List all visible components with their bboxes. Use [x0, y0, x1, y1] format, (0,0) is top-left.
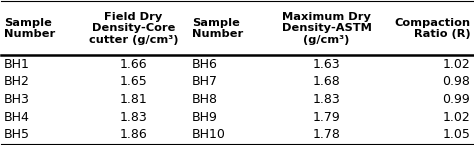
Text: BH9: BH9	[192, 111, 218, 124]
Text: BH6: BH6	[192, 58, 218, 71]
Text: BH1: BH1	[4, 58, 29, 71]
Text: 1.05: 1.05	[442, 128, 470, 141]
Text: 1.65: 1.65	[119, 75, 147, 88]
Text: Maximum Dry
Density-ASTM
(g/cm³): Maximum Dry Density-ASTM (g/cm³)	[282, 12, 372, 45]
Text: 1.63: 1.63	[313, 58, 340, 71]
Text: BH5: BH5	[4, 128, 30, 141]
Text: 1.86: 1.86	[119, 128, 147, 141]
Text: BH7: BH7	[192, 75, 218, 88]
Text: 1.81: 1.81	[119, 93, 147, 106]
Text: 1.66: 1.66	[119, 58, 147, 71]
Text: BH2: BH2	[4, 75, 29, 88]
Text: Sample
Number: Sample Number	[4, 18, 55, 39]
Text: Sample
Number: Sample Number	[192, 18, 244, 39]
Text: 1.02: 1.02	[443, 58, 470, 71]
Text: BH8: BH8	[192, 93, 218, 106]
Text: 1.83: 1.83	[313, 93, 340, 106]
Text: Compaction
Ratio (R): Compaction Ratio (R)	[394, 18, 470, 39]
Text: BH4: BH4	[4, 111, 29, 124]
Text: 1.79: 1.79	[313, 111, 340, 124]
Text: 0.99: 0.99	[443, 93, 470, 106]
Text: 0.98: 0.98	[442, 75, 470, 88]
Text: 1.02: 1.02	[443, 111, 470, 124]
Text: 1.83: 1.83	[119, 111, 147, 124]
Text: Field Dry
Density-Core
cutter (g/cm³): Field Dry Density-Core cutter (g/cm³)	[89, 12, 178, 45]
Text: BH3: BH3	[4, 93, 29, 106]
Text: 1.68: 1.68	[313, 75, 340, 88]
Text: BH10: BH10	[192, 128, 226, 141]
Text: 1.78: 1.78	[312, 128, 340, 141]
